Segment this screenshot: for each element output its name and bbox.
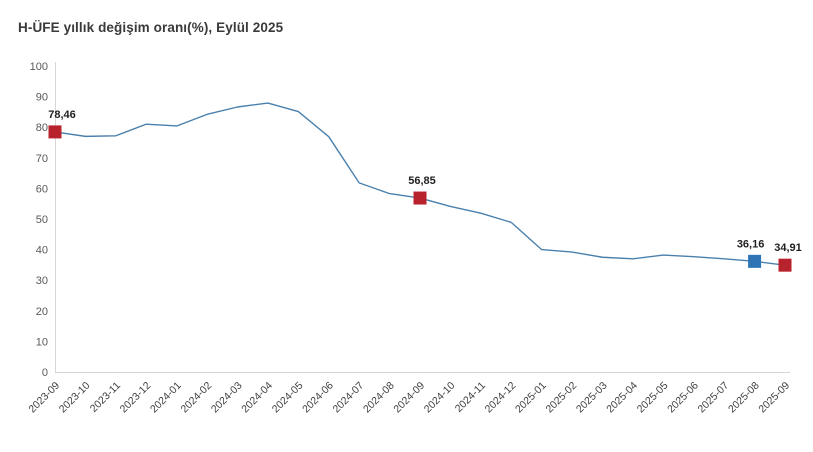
y-axis-tick-label: 10 <box>36 336 48 348</box>
x-axis-tick-label: 2024-09 <box>391 380 427 416</box>
chart-title: H-ÜFE yıllık değişim oranı(%), Eylül 202… <box>18 20 284 35</box>
x-axis-tick-label: 2024-04 <box>239 380 275 416</box>
x-axis-tick-label: 2025-02 <box>543 380 579 416</box>
data-point-label: 36,16 <box>737 238 765 250</box>
x-axis-tick-label: 2024-12 <box>483 380 519 416</box>
y-axis-tick-label: 20 <box>36 306 48 318</box>
x-axis-tick-label: 2023-12 <box>118 380 154 416</box>
x-axis-tick-label: 2024-03 <box>209 380 245 416</box>
x-axis-tick-label: 2025-06 <box>665 380 701 416</box>
x-axis-tick-label: 2025-07 <box>696 380 732 416</box>
data-point-marker[interactable] <box>778 258 792 272</box>
data-point-label: 34,91 <box>774 242 802 254</box>
y-axis-tick-label: 90 <box>36 92 48 104</box>
x-axis-tick-label: 2024-11 <box>453 380 488 415</box>
y-axis-tick-label: 70 <box>36 153 48 165</box>
x-axis-tick-label: 2025-05 <box>635 380 671 416</box>
x-axis-tick-label: 2024-01 <box>148 380 184 416</box>
y-axis-tick-label: 80 <box>36 122 48 134</box>
y-axis-tick-label: 30 <box>36 275 48 287</box>
data-point-marker[interactable] <box>48 125 62 139</box>
x-axis-tick-label: 2023-09 <box>26 380 62 416</box>
x-axis-tick-label: 2025-01 <box>513 380 549 416</box>
data-point-label: 56,85 <box>408 175 436 187</box>
y-axis-tick-label: 100 <box>30 61 48 73</box>
data-point-marker[interactable] <box>413 191 427 205</box>
x-axis-tick-label: 2025-08 <box>726 380 762 416</box>
data-point-marker[interactable] <box>748 254 762 268</box>
y-axis-tick-label: 40 <box>36 245 48 257</box>
x-axis-tick-label: 2023-10 <box>57 380 93 416</box>
x-axis-tick-label: 2024-07 <box>331 380 367 416</box>
x-axis-tick-label: 2024-10 <box>422 380 458 416</box>
y-axis-tick-label: 50 <box>36 214 48 226</box>
x-axis-tick-label: 2025-09 <box>756 380 792 416</box>
x-axis-tick-label: 2024-08 <box>361 380 397 416</box>
x-axis-tick-label: 2025-04 <box>604 380 640 416</box>
y-axis-tick-label: 0 <box>42 367 48 379</box>
y-axis-tick-label: 60 <box>36 183 48 195</box>
x-axis-tick-label: 2024-02 <box>178 380 214 416</box>
x-axis-tick-label: 2024-06 <box>300 380 336 416</box>
data-point-label: 78,46 <box>48 109 76 121</box>
x-axis-tick-label: 2024-05 <box>270 380 306 416</box>
x-axis-tick-label: 2025-03 <box>574 380 610 416</box>
x-axis-tick-label: 2023-11 <box>88 380 123 415</box>
